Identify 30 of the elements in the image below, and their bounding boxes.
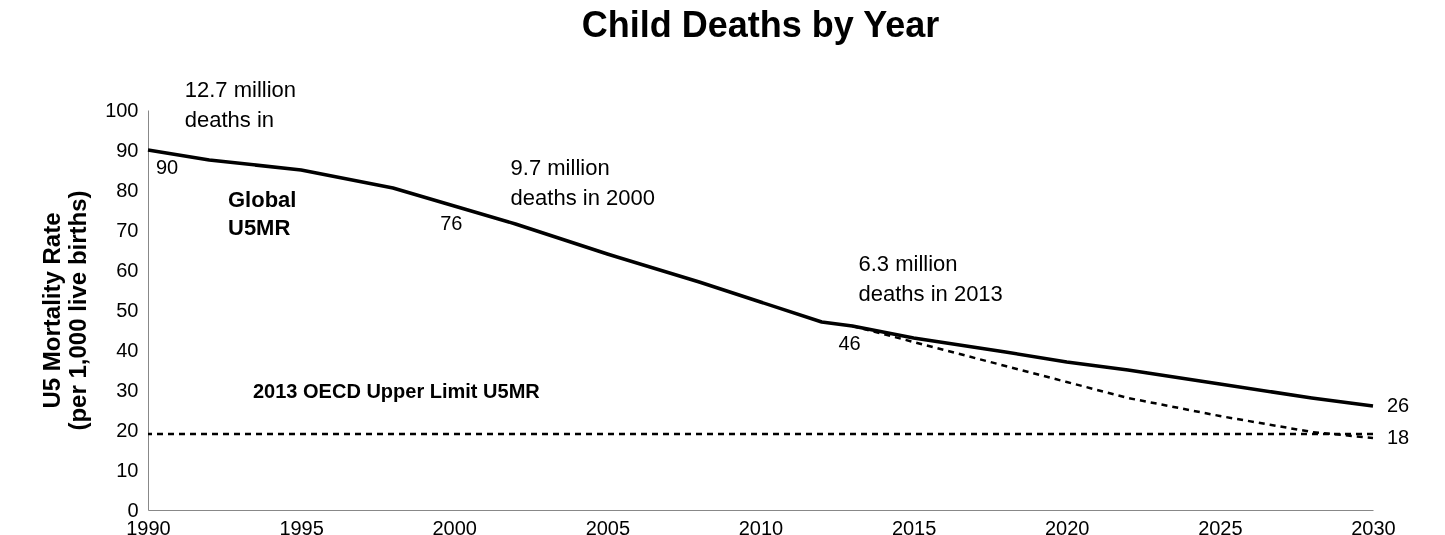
x-tick-label: 2025 bbox=[1198, 516, 1243, 535]
x-tick-label: 2005 bbox=[585, 516, 631, 535]
y-axis-title: U5 Mortality Rate (per 1,000 live births) bbox=[38, 190, 92, 431]
data-label: 90 bbox=[156, 156, 179, 178]
x-tick-label: 2020 bbox=[1045, 516, 1090, 535]
x-tick-label: 2010 bbox=[738, 516, 784, 535]
y-tick-label: 60 bbox=[116, 258, 139, 281]
annotation: 9.7 million deaths in 2000 bbox=[510, 155, 655, 210]
chart-title: Child Deaths by Year bbox=[581, 4, 940, 45]
x-tick-label: 2030 bbox=[1351, 516, 1396, 535]
y-tick-label: 20 bbox=[116, 418, 139, 441]
x-tick-label: 2000 bbox=[432, 516, 477, 535]
x-tick-label: 2015 bbox=[891, 516, 937, 535]
y-tick-label: 70 bbox=[116, 218, 139, 241]
data-label: 76 bbox=[440, 212, 463, 234]
y-tick-label: 10 bbox=[116, 458, 139, 481]
y-tick-label: 40 bbox=[116, 338, 139, 361]
data-label: 18 bbox=[1387, 426, 1410, 448]
y-tick-label: 100 bbox=[105, 98, 139, 121]
data-label: 46 bbox=[838, 332, 861, 354]
y-tick-label: 50 bbox=[116, 298, 139, 321]
x-tick-label: 1995 bbox=[279, 516, 324, 535]
data-label: 26 bbox=[1387, 394, 1410, 416]
ref-line-label: 2013 OECD Upper Limit U5MR bbox=[253, 380, 541, 402]
y-tick-label: 90 bbox=[116, 138, 139, 161]
y-tick-label: 80 bbox=[116, 178, 139, 201]
annotation: 12.7 million deaths in bbox=[184, 77, 297, 132]
series-label: Global U5MR bbox=[228, 187, 297, 240]
annotation: 6.3 million deaths in 2013 bbox=[858, 251, 1003, 306]
y-tick-label: 30 bbox=[116, 378, 139, 401]
